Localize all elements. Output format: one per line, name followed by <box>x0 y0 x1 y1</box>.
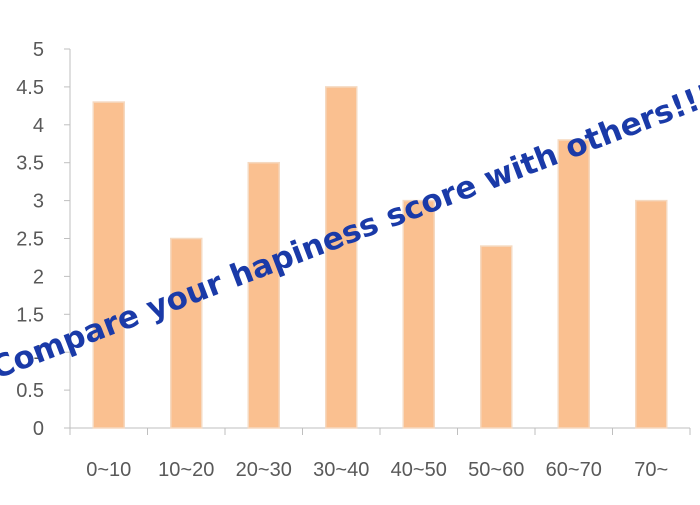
x-axis <box>69 427 691 435</box>
bar-60~70 <box>557 139 590 429</box>
y-tick-label: 1.5 <box>16 304 44 326</box>
x-tick-label: 40~50 <box>391 459 447 481</box>
y-tick-label: 1 <box>33 342 44 364</box>
y-tick-label: 5 <box>33 39 44 61</box>
x-tick-label: 30~40 <box>313 459 369 481</box>
bar-20~30 <box>247 161 280 429</box>
y-tick-label: 3.5 <box>16 153 44 175</box>
y-tick-label: 2 <box>33 266 44 288</box>
x-tick-label: 50~60 <box>468 459 524 481</box>
x-tick-label: 10~20 <box>158 459 214 481</box>
y-tick-label: 0 <box>33 418 44 440</box>
bar-30~40 <box>325 86 358 429</box>
x-tick-label: 0~10 <box>86 459 131 481</box>
bar-50~60 <box>480 245 513 429</box>
bar-10~20 <box>170 237 203 429</box>
y-tick-label: 4.5 <box>16 77 44 99</box>
y-tick-label: 0.5 <box>16 380 44 402</box>
bar-0~10 <box>92 101 125 429</box>
x-tick-label: 70~ <box>634 459 668 481</box>
bars <box>92 86 668 429</box>
y-tick-label: 2.5 <box>16 229 44 251</box>
x-tick-label: 20~30 <box>236 459 292 481</box>
x-tick-label: 60~70 <box>546 459 602 481</box>
y-tick-label: 3 <box>33 191 44 213</box>
bar-40~50 <box>402 199 435 429</box>
y-axis: 0 0.5 1 1.5 2 2.5 3 3.5 4 4.5 5 <box>16 39 71 440</box>
x-tick-labels: 0~10 10~20 20~30 30~40 40~50 50~60 60~70 70~ <box>86 459 668 481</box>
y-tick-label: 4 <box>33 115 44 137</box>
bar-70~ <box>635 199 668 429</box>
